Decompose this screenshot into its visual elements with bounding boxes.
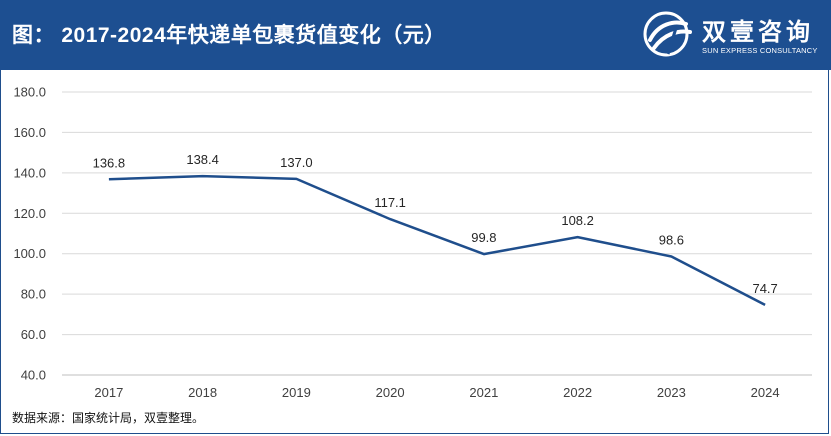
data-label: 136.8 (93, 155, 126, 170)
brand-logo: 双壹咨询 SUN EXPRESS CONSULTANCY (640, 10, 826, 62)
x-tick-label: 2024 (751, 385, 780, 400)
data-label: 98.6 (659, 233, 684, 248)
x-tick-label: 2017 (94, 385, 123, 400)
data-label: 108.2 (561, 213, 594, 228)
y-tick-label: 100.0 (13, 246, 46, 261)
x-tick-label: 2022 (563, 385, 592, 400)
x-tick-label: 2019 (282, 385, 311, 400)
chart-title: 图： 2017-2024年快递单包裹货值变化（元） (12, 24, 446, 47)
x-tick-label: 2018 (188, 385, 217, 400)
y-tick-label: 40.0 (21, 368, 46, 383)
brand-name: 双壹咨询 (702, 19, 814, 46)
data-label: 74.7 (752, 281, 777, 296)
x-tick-label: 2021 (469, 385, 498, 400)
y-tick-label: 140.0 (13, 165, 46, 180)
header-bar: 图： 2017-2024年快递单包裹货值变化（元） 双壹咨询 SUN EXPRE… (0, 0, 831, 70)
data-labels: 136.8 138.4 137.0 117.1 99.8 108.2 98.6 74.7 (93, 152, 778, 296)
source-note: 数据来源：国家统计局，双壹整理。 (12, 411, 205, 425)
y-axis-ticks: 40.0 60.0 80.0 100.0 120.0 140.0 160.0 180.0 (13, 85, 46, 383)
data-label: 137.0 (280, 155, 313, 170)
y-tick-label: 80.0 (21, 287, 46, 302)
gridlines (62, 91, 812, 376)
series-line (108, 174, 766, 307)
data-label: 138.4 (186, 152, 219, 167)
data-label: 117.1 (374, 195, 406, 210)
brand-logo-icon (643, 11, 692, 57)
brand-subtitle: SUN EXPRESS CONSULTANCY (702, 46, 818, 55)
x-tick-label: 2020 (376, 385, 405, 400)
line-chart: 40.0 60.0 80.0 100.0 120.0 140.0 160.0 180.0 20… (13, 85, 812, 400)
y-tick-label: 180.0 (13, 85, 46, 100)
y-tick-label: 60.0 (21, 327, 46, 342)
x-tick-label: 2023 (657, 385, 686, 400)
y-tick-label: 120.0 (13, 206, 46, 221)
y-tick-label: 160.0 (13, 125, 46, 140)
x-axis-ticks: 2017 2018 2019 2020 2021 2022 2023 2024 (94, 385, 779, 400)
data-label: 99.8 (471, 230, 496, 245)
